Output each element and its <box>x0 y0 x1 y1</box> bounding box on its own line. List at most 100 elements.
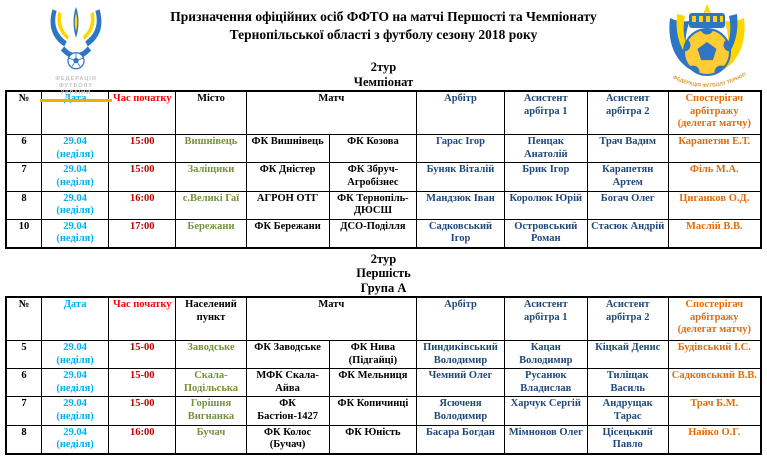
col-header-assistant1: Асистент арбітра 1 <box>503 296 588 342</box>
home-team: ФК Заводське <box>245 340 330 370</box>
col-header-referee: Арбітр <box>416 296 505 342</box>
kickoff-time: 15-00 <box>108 340 177 370</box>
ffto-logo-block: ФЕДЕРАЦІЯ ФУТБОЛУ ТЕРНОПІЛЬСЬКОЇ ОБЛАСТІ <box>655 0 759 105</box>
round-label: 2тур <box>370 60 397 75</box>
venue: Бучач <box>175 424 247 455</box>
match-date: 29.04 (неділя) <box>40 424 110 455</box>
match-number: 8 <box>5 190 42 220</box>
away-team: ФК Козова <box>328 134 418 164</box>
assistant-referee-2: Тиліщак Василь <box>586 368 669 398</box>
away-team: ДСО-Поділля <box>328 218 418 249</box>
assistant-referee-2: Стасюк Андрій <box>586 218 669 249</box>
away-team: ФК Юність <box>328 424 418 455</box>
ffu-caption-line: ФЕДЕРАЦІЯ <box>55 76 97 82</box>
assistant-referee-2: Кіцкай Денис <box>586 340 669 370</box>
assistant-referee-2: Трач Вадим <box>586 134 669 164</box>
away-team: ФК Тернопіль-ДЮСШ <box>328 190 418 220</box>
assistant-referee-2: Богач Олег <box>586 190 669 220</box>
match-row: 10 29.04 (неділя) 17:00 Бережани ФК Бережани Д… <box>5 218 762 249</box>
home-team: МФК Скала-Айва <box>245 368 330 398</box>
away-team: ФК Нива (Підгайці) <box>328 340 418 370</box>
match-date: 29.04 (неділя) <box>40 190 110 220</box>
assistant-referee-1: Островський Роман <box>503 218 588 249</box>
home-team: ФК Бастіон-1427 <box>245 396 330 426</box>
col-header-assistant2: Асистент арбітра 2 <box>586 90 669 136</box>
match-row: 6 29.04 (неділя) 15-00 Скала-Подільська МФК С… <box>5 368 762 398</box>
venue: Заліщики <box>175 162 247 192</box>
match-observer: Садковський В.В. <box>667 368 762 398</box>
kickoff-time: 16:00 <box>108 190 177 220</box>
kickoff-time: 15:00 <box>108 134 177 164</box>
championship-table: № Дата Час початку Місто Матч Арбітр Аси… <box>5 90 762 249</box>
venue: Горішня Вигнанка <box>175 396 247 426</box>
home-team: ФК Вишнівець <box>245 134 330 164</box>
competition-label: Першість <box>356 266 411 281</box>
kickoff-time: 17:00 <box>108 218 177 249</box>
venue: Вишнівець <box>175 134 247 164</box>
referee: Басара Богдан <box>416 424 505 455</box>
col-header-venue: Місто <box>175 90 247 136</box>
assistant-referee-2: Карапетян Артем <box>586 162 669 192</box>
match-number: 10 <box>5 218 42 249</box>
round-label: 2тур <box>370 251 397 266</box>
match-observer: Найко О.Г. <box>667 424 762 455</box>
assistant-referee-1: Русанюк Владислав <box>503 368 588 398</box>
match-observer: Карапетян Е.Т. <box>667 134 762 164</box>
match-row: 6 29.04 (неділя) 15:00 Вишнівець ФК Вишнівець… <box>5 134 762 164</box>
match-number: 7 <box>5 396 42 426</box>
home-team: ФК Колос (Бучач) <box>245 424 330 455</box>
table-header-row: № Дата Час початку Населений пункт Матч … <box>5 296 762 342</box>
kickoff-time: 15-00 <box>108 396 177 426</box>
match-date: 29.04 (неділя) <box>40 396 110 426</box>
assistant-referee-2: Андрущак Тарас <box>586 396 669 426</box>
match-date: 29.04 (неділя) <box>40 368 110 398</box>
home-team: АГРОН ОТГ <box>245 190 330 220</box>
col-header-number: № <box>5 90 42 136</box>
match-row: 7 29.04 (неділя) 15:00 Заліщики ФК Дністер ФК … <box>5 162 762 192</box>
title-line-1: Призначення офіційних осіб ФФТО на матчі… <box>170 9 597 24</box>
col-header-observer: Спостерігач арбітражу (делегат матчу) <box>667 296 762 342</box>
kickoff-time: 15-00 <box>108 368 177 398</box>
col-header-assistant2: Асистент арбітра 2 <box>586 296 669 342</box>
section-heading-pershist: 2тур Першість Група А <box>0 252 767 295</box>
assistant-referee-1: Пенцак Анатолій <box>503 134 588 164</box>
match-number: 7 <box>5 162 42 192</box>
col-header-venue: Населений пункт <box>175 296 247 342</box>
venue: Бережани <box>175 218 247 249</box>
col-header-time: Час початку <box>108 90 177 136</box>
assistant-referee-1: Королюк Юрій <box>503 190 588 220</box>
match-observer: Трач Б.М. <box>667 396 762 426</box>
ffu-caption-line: УКРАЇНИ <box>60 89 92 96</box>
referee: Буняк Віталій <box>416 162 505 192</box>
home-team: ФК Бережани <box>245 218 330 249</box>
venue: Скала-Подільська <box>175 368 247 398</box>
match-number: 8 <box>5 424 42 455</box>
assistant-referee-2: Цісецький Павло <box>586 424 669 455</box>
section-heading-championship: 2тур Чемпіонат <box>0 60 767 89</box>
assistant-referee-1: Кацан Володимир <box>503 340 588 370</box>
kickoff-time: 15:00 <box>108 162 177 192</box>
match-number: 6 <box>5 368 42 398</box>
ffu-logo-underline <box>40 98 112 102</box>
match-row: 7 29.04 (неділя) 15-00 Горішня Вигнанка ФК Ба… <box>5 396 762 426</box>
match-observer: Будівський І.С. <box>667 340 762 370</box>
referee: Ясюченя Володимир <box>416 396 505 426</box>
match-row: 8 29.04 (неділя) 16:00 с.Великі Гаї АГРОН ОТГ… <box>5 190 762 220</box>
match-date: 29.04 (неділя) <box>40 134 110 164</box>
match-row: 8 29.04 (неділя) 16:00 Бучач ФК Колос (Бучач)… <box>5 424 762 455</box>
match-row: 5 29.04 (неділя) 15-00 Заводське ФК Заводське… <box>5 340 762 370</box>
venue: Заводське <box>175 340 247 370</box>
col-header-referee: Арбітр <box>416 90 505 136</box>
title-line-2: Тернопільської області з футболу сезону … <box>229 27 538 43</box>
ffu-trident-ball-icon <box>50 6 102 70</box>
referee: Гарас Ігор <box>416 134 505 164</box>
match-date: 29.04 (неділя) <box>40 340 110 370</box>
col-header-match: Матч <box>245 90 418 136</box>
col-header-date: Дата <box>40 296 110 342</box>
col-header-time: Час початку <box>108 296 177 342</box>
document-title: Призначення офіційних осіб ФФТО на матчі… <box>130 0 637 44</box>
match-number: 5 <box>5 340 42 370</box>
home-team: ФК Дністер <box>245 162 330 192</box>
assistant-referee-1: Харчук Сергій <box>503 396 588 426</box>
